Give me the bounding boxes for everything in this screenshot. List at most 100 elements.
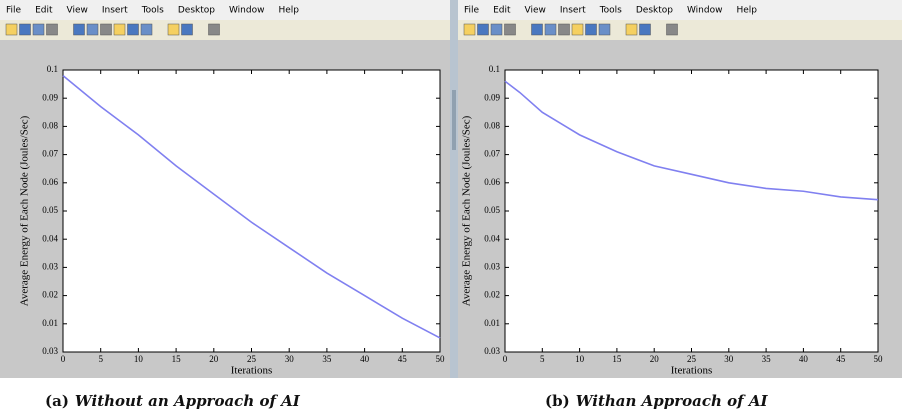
y-tick-label: 0.06	[42, 177, 58, 187]
toolbar-icon[interactable]	[585, 23, 597, 36]
menu-item[interactable]: Window	[687, 6, 723, 16]
y-tick-label: 0.09	[484, 92, 500, 102]
menu-item[interactable]: View	[67, 6, 88, 16]
toolbar-icon[interactable]	[666, 23, 678, 36]
x-tick-label: 40	[799, 354, 809, 364]
divider	[450, 0, 458, 378]
menu-bar	[0, 0, 450, 20]
toolbar-icon[interactable]	[544, 23, 557, 36]
toolbar-icon[interactable]	[558, 23, 570, 36]
menu-item[interactable]: Window	[229, 6, 265, 16]
menu-item[interactable]: Help	[736, 6, 757, 16]
toolbar-icon[interactable]	[86, 23, 99, 36]
toolbar-icon[interactable]	[571, 23, 584, 36]
y-tick-label: 0.02	[42, 290, 58, 300]
y-tick-label: 0.05	[42, 205, 58, 215]
x-tick-label: 10	[134, 354, 144, 364]
caption-text: Withan Approach of AI	[576, 392, 769, 410]
menu-item[interactable]: View	[525, 6, 546, 16]
plot-area	[504, 69, 879, 353]
toolbar-icon[interactable]	[127, 23, 139, 36]
y-tick-label: 0.01	[42, 318, 58, 328]
toolbar	[458, 20, 902, 40]
x-tick-label: 15	[172, 354, 182, 364]
menu-item[interactable]: Desktop	[178, 6, 215, 16]
y-axis-label: Average Energy of Each Node (Joules/Sec)	[461, 115, 473, 306]
y-tick-label: 0.07	[42, 149, 58, 159]
divider-handle	[452, 90, 456, 150]
y-tick-label: 0.03	[484, 261, 500, 271]
toolbar-icon[interactable]	[140, 23, 153, 36]
y-tick-label: 0.03	[484, 346, 500, 356]
menu-item[interactable]: Edit	[493, 6, 511, 16]
toolbar-icon[interactable]	[100, 23, 112, 36]
toolbar-icon[interactable]	[504, 23, 516, 36]
x-tick-label: 25	[687, 354, 697, 364]
menu-item[interactable]: Insert	[102, 6, 128, 16]
x-tick-label: 0	[61, 354, 66, 364]
y-tick-label: 0.05	[484, 205, 500, 215]
menu-item[interactable]: Desktop	[636, 6, 673, 16]
y-tick-label: 0.06	[484, 177, 500, 187]
toolbar-icon[interactable]	[19, 23, 31, 36]
y-tick-label: 0.03	[42, 346, 58, 356]
y-tick-label: 0.04	[484, 233, 500, 243]
menu-item[interactable]: Tools	[141, 6, 164, 16]
caption-text: Without an Approach of AI	[75, 392, 301, 410]
y-tick-label: 0.1	[489, 64, 500, 74]
x-tick-label: 35	[762, 354, 772, 364]
menu-item[interactable]: Insert	[560, 6, 586, 16]
menu-item[interactable]: Edit	[35, 6, 53, 16]
menu-item[interactable]: File	[6, 6, 22, 16]
toolbar-icon[interactable]	[639, 23, 651, 36]
y-tick-label: 0.09	[42, 92, 58, 102]
menu-item[interactable]: File	[464, 6, 480, 16]
x-axis-label: Iterations	[231, 365, 273, 377]
y-tick-label: 0.02	[484, 290, 500, 300]
x-tick-label: 30	[724, 354, 734, 364]
toolbar-icon[interactable]	[531, 23, 543, 36]
y-axis-label: Average Energy of Each Node (Joules/Sec)	[19, 115, 31, 306]
y-tick-label: 0.07	[484, 149, 500, 159]
toolbar	[0, 20, 450, 40]
data-line	[504, 80, 879, 201]
y-tick-label: 0.03	[42, 261, 58, 271]
data-line	[62, 75, 441, 339]
toolbar-icon[interactable]	[463, 23, 476, 36]
x-tick-label: 0	[503, 354, 508, 364]
toolbar-icon[interactable]	[5, 23, 18, 36]
x-tick-label: 15	[612, 354, 622, 364]
toolbar-icon[interactable]	[113, 23, 126, 36]
toolbar-icon[interactable]	[73, 23, 85, 36]
toolbar-icon[interactable]	[181, 23, 193, 36]
x-axis-label: Iterations	[671, 365, 713, 377]
caption-label: (a)	[45, 392, 69, 410]
toolbar-icon[interactable]	[32, 23, 45, 36]
toolbar-icon[interactable]	[625, 23, 638, 36]
x-tick-label: 30	[285, 354, 295, 364]
x-tick-label: 10	[575, 354, 585, 364]
y-tick-label: 0.08	[42, 120, 58, 130]
menu-item[interactable]: Help	[278, 6, 299, 16]
x-tick-label: 25	[247, 354, 257, 364]
toolbar-icon[interactable]	[208, 23, 220, 36]
x-tick-label: 50	[874, 354, 884, 364]
x-tick-label: 35	[322, 354, 332, 364]
x-tick-label: 20	[650, 354, 660, 364]
plot-area	[62, 69, 441, 353]
toolbar-icon[interactable]	[167, 23, 180, 36]
x-tick-label: 50	[436, 354, 446, 364]
x-tick-label: 5	[98, 354, 103, 364]
toolbar-icon[interactable]	[477, 23, 489, 36]
y-tick-label: 0.08	[484, 120, 500, 130]
toolbar-icon[interactable]	[46, 23, 58, 36]
toolbar-icon[interactable]	[598, 23, 611, 36]
y-tick-label: 0.04	[42, 233, 58, 243]
x-tick-label: 45	[836, 354, 846, 364]
caption-label: (b)	[545, 392, 570, 410]
toolbar-icon[interactable]	[490, 23, 503, 36]
menu-bar	[458, 0, 902, 20]
menu-item[interactable]: Tools	[599, 6, 622, 16]
y-tick-label: 0.01	[484, 318, 500, 328]
